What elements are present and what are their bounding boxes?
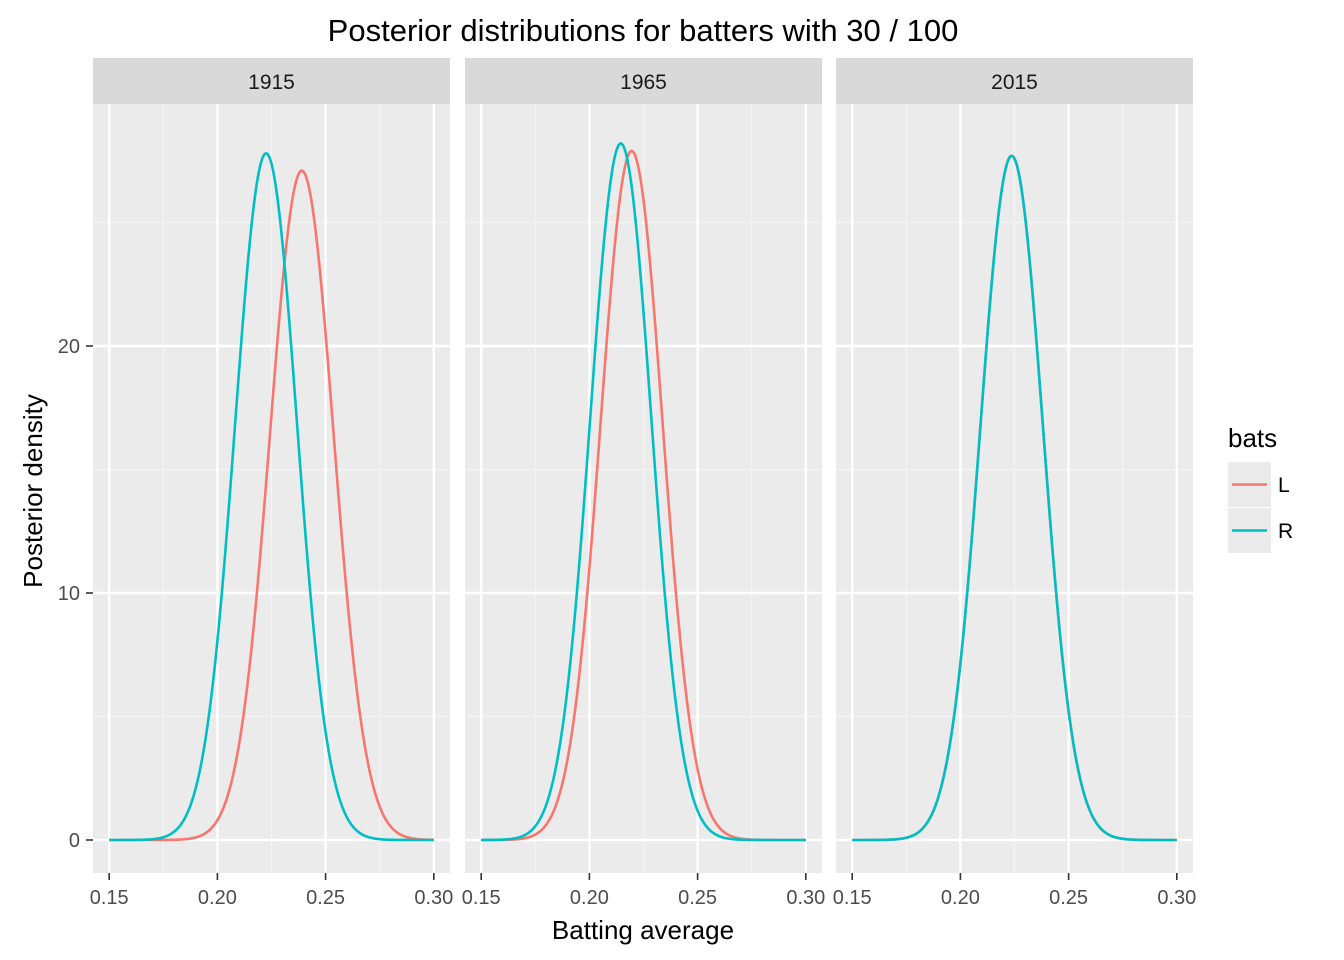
x-tick-label: 0.20 (570, 887, 609, 909)
legend-label: R (1278, 520, 1293, 543)
legend-label: L (1278, 474, 1290, 497)
legend-item-L: L (1228, 462, 1290, 507)
y-tick-label: 20 (58, 336, 80, 358)
facet-panel-1965: 1965 0.15 0.20 0.25 0.30 (462, 58, 825, 909)
series-line-L (109, 169, 434, 842)
y-tick-label: 0 (69, 830, 80, 852)
x-tick-label: 0.15 (833, 887, 872, 909)
x-axis-title: Batting average (552, 915, 734, 945)
series-line-R (481, 142, 806, 842)
facet-strip-label: 1915 (248, 71, 295, 94)
facet-strip-label: 1965 (620, 71, 667, 94)
facet-panel-2015: 2015 0.15 0.20 0.25 0.30 (833, 58, 1196, 909)
legend-title: bats (1228, 423, 1277, 453)
series-line-R (109, 151, 434, 842)
y-tick-label: 10 (58, 583, 80, 605)
facet-strip (836, 58, 1193, 104)
facet-strip (93, 58, 450, 104)
facet-panel-1915: 1915 0.15 0.20 0.25 0.30 (90, 58, 453, 909)
x-tick-label: 0.25 (678, 887, 717, 909)
x-tick-label: 0.20 (941, 887, 980, 909)
y-axis: 0 10 20 (58, 336, 93, 852)
x-tick-label: 0.25 (306, 887, 345, 909)
chart-title: Posterior distributions for batters with… (328, 13, 959, 48)
x-tick-label: 0.30 (1157, 887, 1196, 909)
x-tick-label: 0.25 (1049, 887, 1088, 909)
series-line-R (852, 154, 1177, 842)
x-tick-label: 0.30 (414, 887, 453, 909)
legend: bats LR (1228, 423, 1293, 553)
facet-strip (465, 58, 822, 104)
x-tick-label: 0.30 (786, 887, 825, 909)
legend-item-R: R (1228, 508, 1293, 553)
x-tick-label: 0.15 (462, 887, 501, 909)
x-tick-label: 0.20 (198, 887, 237, 909)
y-axis-title: Posterior density (18, 394, 48, 588)
facet-panels: 1915 0.15 0.20 0.25 0.30 1965 0.15 0.20 0.25 0.30… (90, 58, 1196, 909)
x-tick-label: 0.15 (90, 887, 129, 909)
facet-strip-label: 2015 (991, 71, 1038, 94)
